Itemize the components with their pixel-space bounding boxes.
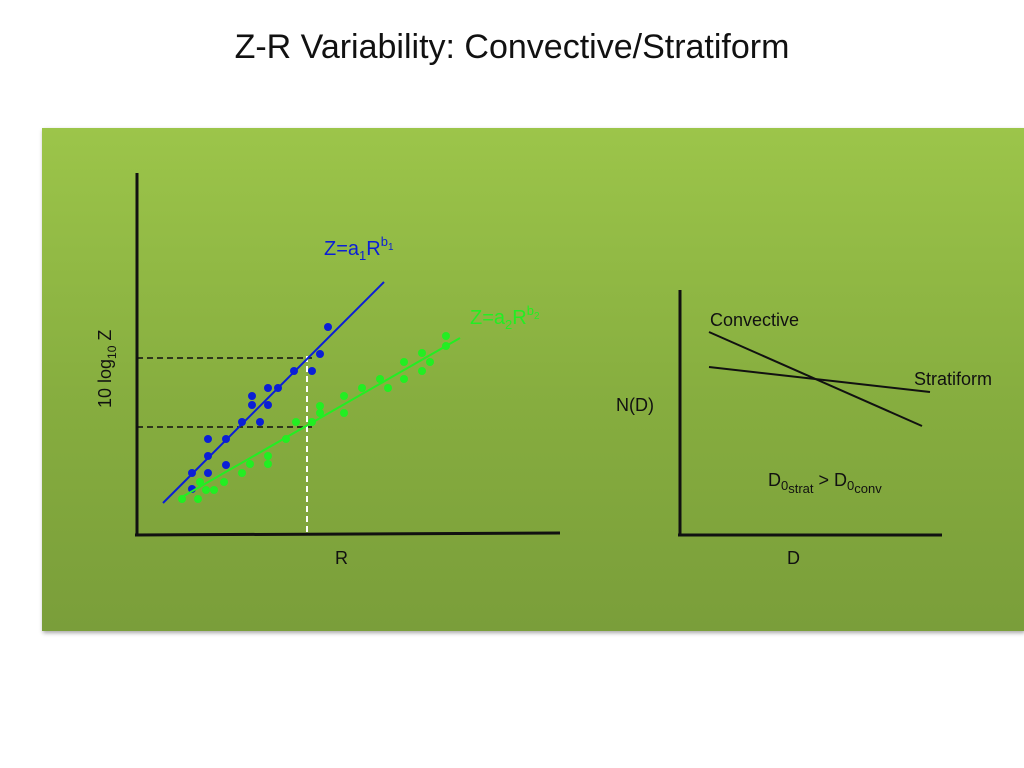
convective-point xyxy=(222,461,230,469)
left-y-axis-label: 10 log10 Z xyxy=(95,330,119,408)
convective-point xyxy=(248,392,256,400)
stratiform-distribution-line xyxy=(708,366,931,393)
stratiform-point xyxy=(384,384,392,392)
convective-label: Convective xyxy=(710,310,799,330)
slide-title: Z-R Variability: Convective/Stratiform xyxy=(234,28,790,66)
stratiform-point xyxy=(316,402,324,410)
zr-diagram: 10 log10 Z R Z=a1Rb1 Z=a2Rb2 Convective … xyxy=(95,173,992,568)
left-x-axis-label: R xyxy=(335,548,348,568)
convective-point xyxy=(204,469,212,477)
stratiform-point xyxy=(196,478,204,486)
convective-fit-line xyxy=(162,281,385,504)
stratiform-point xyxy=(202,486,210,494)
convective-points xyxy=(188,323,332,493)
convective-point xyxy=(204,452,212,460)
convective-fit-label: Z=a1Rb1 xyxy=(324,234,394,263)
stratiform-fit-label: Z=a2Rb2 xyxy=(470,303,540,332)
convective-point xyxy=(204,435,212,443)
stratiform-label: Stratiform xyxy=(914,369,992,389)
convective-point xyxy=(264,384,272,392)
right-x-axis-label: D xyxy=(787,548,800,568)
convective-point xyxy=(316,350,324,358)
stratiform-point xyxy=(400,375,408,383)
stratiform-fit-line xyxy=(181,337,461,498)
stratiform-point xyxy=(264,452,272,460)
diagram-panel: 10 log10 Z R Z=a1Rb1 Z=a2Rb2 Convective … xyxy=(42,128,1024,631)
convective-point xyxy=(264,401,272,409)
drop-size-relation: D0strat > D0conv xyxy=(768,470,882,496)
convective-point xyxy=(308,367,316,375)
convective-point xyxy=(324,323,332,331)
stratiform-point xyxy=(238,469,246,477)
stratiform-point xyxy=(316,409,324,417)
stratiform-point xyxy=(340,409,348,417)
right-y-axis-label: N(D) xyxy=(616,395,654,415)
stratiform-point xyxy=(340,392,348,400)
stratiform-point xyxy=(194,495,202,503)
stratiform-point xyxy=(442,332,450,340)
stratiform-point xyxy=(376,375,384,383)
stratiform-point xyxy=(220,478,228,486)
stratiform-point xyxy=(264,460,272,468)
stratiform-point xyxy=(246,460,254,468)
left-x-axis xyxy=(134,531,561,537)
convective-point xyxy=(238,418,246,426)
stratiform-point xyxy=(292,418,300,426)
stratiform-point xyxy=(210,486,218,494)
stratiform-point xyxy=(400,358,408,366)
stratiform-point xyxy=(358,384,366,392)
stratiform-point xyxy=(426,358,434,366)
stratiform-point xyxy=(418,349,426,357)
stratiform-point xyxy=(418,367,426,375)
convective-point xyxy=(256,418,264,426)
stratiform-points xyxy=(178,332,450,503)
convective-point xyxy=(248,401,256,409)
